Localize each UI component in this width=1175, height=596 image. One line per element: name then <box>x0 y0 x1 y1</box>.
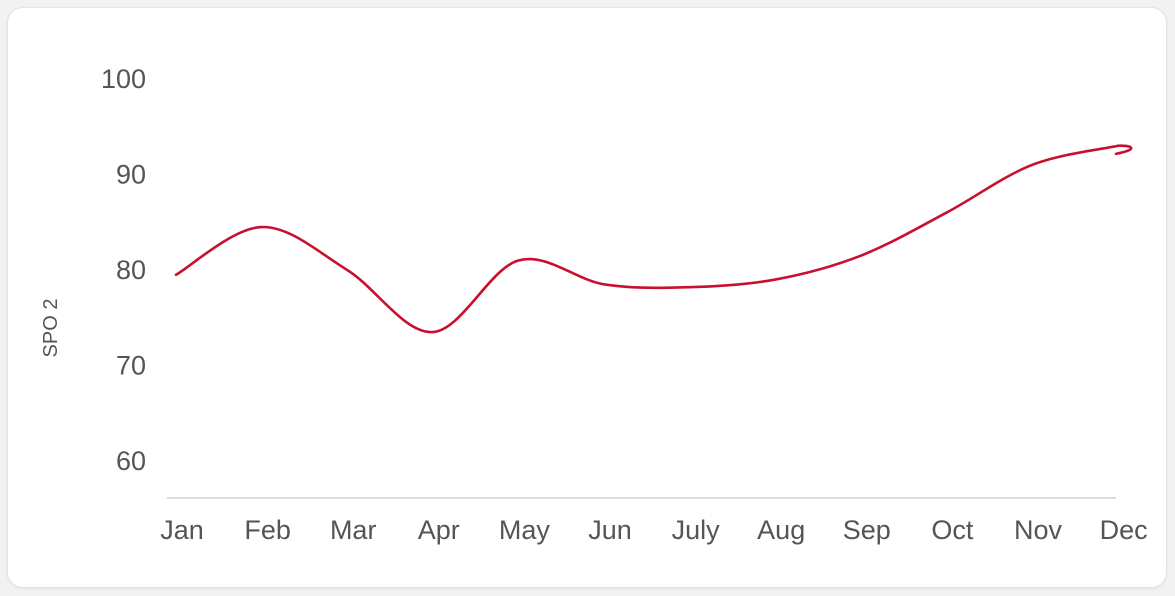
x-tick-label: Oct <box>931 515 974 545</box>
x-tick-label: Jun <box>588 515 632 545</box>
y-axis: SPO 2 60 70 80 90 100 <box>40 64 146 476</box>
x-tick-label: Jan <box>160 515 204 545</box>
y-tick-label: 60 <box>116 446 146 476</box>
x-tick-label: Sep <box>843 515 891 545</box>
x-tick-label: May <box>499 515 551 545</box>
x-tick-label: July <box>672 515 721 545</box>
x-tick-label: Apr <box>418 515 460 545</box>
x-tick-label: Nov <box>1014 515 1063 545</box>
x-tick-label: Feb <box>244 515 291 545</box>
chart-card <box>7 7 1167 588</box>
x-tick-label: Mar <box>330 515 377 545</box>
spo2-series-line <box>174 144 1133 334</box>
x-tick-label: Aug <box>757 515 805 545</box>
y-tick-label: 80 <box>116 255 146 285</box>
y-tick-label: 100 <box>101 64 146 94</box>
y-axis-title: SPO 2 <box>40 299 62 358</box>
x-tick-label: Dec <box>1100 515 1148 545</box>
y-tick-label: 70 <box>116 351 146 381</box>
y-tick-labels: 60 70 80 90 100 <box>101 64 146 476</box>
y-tick-label: 90 <box>116 160 146 190</box>
x-tick-labels: Jan Feb Mar Apr May Jun July Aug Sep Oct Nov Dec <box>160 515 1147 545</box>
